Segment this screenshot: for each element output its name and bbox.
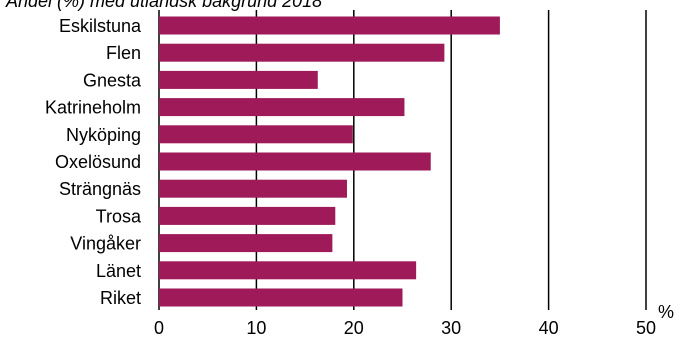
x-tick-label: 40 [539,318,559,338]
bar-10 [159,288,403,307]
category-label: Gnesta [83,70,142,90]
category-label: Trosa [96,206,142,226]
category-label: Flen [106,43,141,63]
bar-4 [159,125,353,144]
x-tick-label: 50 [636,318,656,338]
x-tick-label: 20 [344,318,364,338]
bar-7 [159,206,336,225]
bar-2 [159,70,318,89]
category-label: Vingåker [70,234,141,254]
category-label: Nyköping [66,125,141,145]
bar-8 [159,234,333,253]
x-tick-label: 10 [246,318,266,338]
x-tick-labels: 0 10 20 30 40 50 [154,318,656,338]
category-label: Eskilstuna [59,16,142,36]
bars [159,16,500,307]
category-label: Riket [100,288,141,308]
category-labels: Eskilstuna Flen Gnesta Katrineholm Nyköping O… [45,16,142,308]
category-label: Oxelösund [55,152,141,172]
bar-9 [159,261,417,280]
bar-1 [159,43,445,62]
x-axis-unit: % [658,302,674,322]
bar-0 [159,16,500,35]
bar-5 [159,152,431,171]
x-tick-label: 30 [441,318,461,338]
category-label: Katrineholm [45,98,141,118]
category-label: Strängnäs [59,179,141,199]
chart-title: Andel (%) med utländsk bakgrund 2018 [6,0,323,11]
bar-6 [159,179,347,198]
category-label: Länet [96,261,141,281]
bar-3 [159,98,405,117]
x-tick-label: 0 [154,318,164,338]
